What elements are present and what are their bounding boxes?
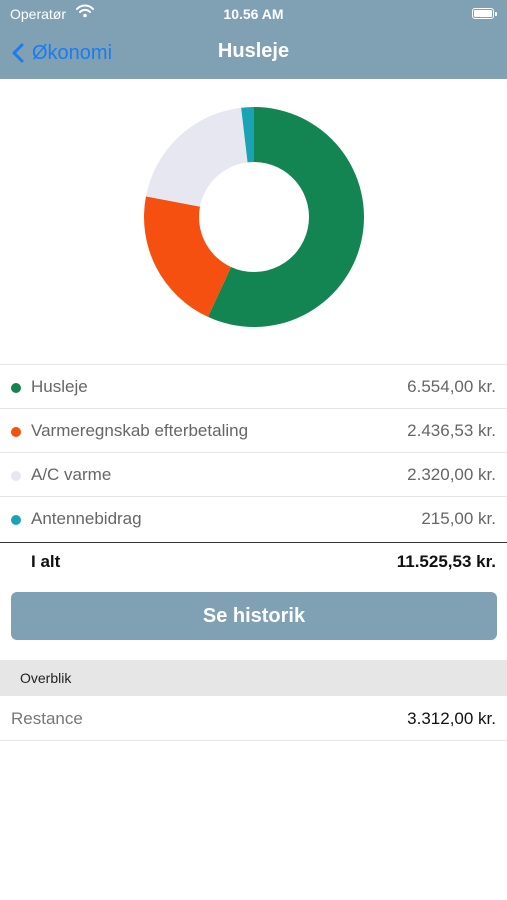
legend-dot [11, 427, 21, 437]
legend-row: A/C varme 2.320,00 kr. [0, 453, 507, 497]
overview-label: Restance [11, 709, 83, 728]
donut-slice-0 [208, 107, 364, 327]
legend-dot [11, 471, 21, 481]
total-value: 11.525,53 kr. [396, 552, 496, 571]
legend-dot [11, 383, 21, 393]
legend-label: A/C varme [31, 465, 112, 484]
legend-label: Varmeregnskab efterbetaling [31, 421, 249, 440]
total-row: I alt 11.525,53 kr. [0, 542, 507, 583]
navigation-bar: Økonomi Husleje [0, 28, 507, 79]
battery-icon [472, 8, 497, 19]
back-button-label: Økonomi [32, 41, 113, 64]
legend-value: 2.436,53 kr. [407, 421, 496, 440]
carrier-label: Operatør [10, 6, 67, 22]
see-history-button[interactable]: Se historik [11, 592, 497, 640]
legend-value: 2.320,00 kr. [407, 465, 496, 484]
back-button[interactable]: Økonomi [12, 38, 112, 68]
overview-section-header: Overblik [0, 660, 507, 696]
chart-area [0, 79, 507, 364]
legend-label: Antennebidrag [31, 509, 142, 528]
legend-dot [11, 515, 21, 525]
legend-row: Varmeregnskab efterbetaling 2.436,53 kr. [0, 409, 507, 453]
overview-section-title: Overblik [20, 670, 72, 686]
legend-list: Husleje 6.554,00 kr. Varmeregnskab efter… [0, 364, 507, 540]
donut-slice-2 [145, 107, 248, 207]
status-time: 10.56 AM [223, 6, 284, 22]
overview-value: 3.312,00 kr. [407, 709, 496, 728]
donut-slice-1 [144, 196, 232, 317]
legend-value: 215,00 kr. [421, 509, 496, 528]
page-title: Husleje [217, 40, 290, 62]
app-header: Operatør 10.56 AM Økonomi Husleje [0, 0, 507, 79]
chevron-left-icon [12, 43, 24, 63]
legend-row: Antennebidrag 215,00 kr. [0, 497, 507, 540]
total-label: I alt [31, 552, 61, 571]
legend-label: Husleje [31, 377, 88, 396]
wifi-icon [76, 4, 94, 21]
overview-row-restance: Restance 3.312,00 kr. [0, 697, 507, 741]
donut-slice-3 [241, 107, 254, 163]
legend-value: 6.554,00 kr. [407, 377, 496, 396]
donut-chart [144, 107, 364, 327]
status-bar: Operatør 10.56 AM [0, 0, 507, 28]
legend-row: Husleje 6.554,00 kr. [0, 365, 507, 409]
